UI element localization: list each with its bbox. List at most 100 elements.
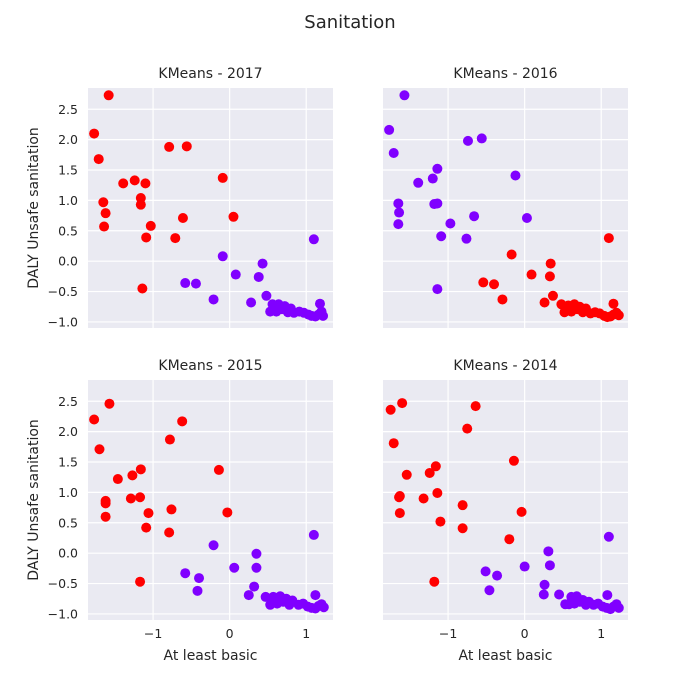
data-point [432, 198, 443, 209]
data-point [100, 208, 111, 219]
panel-background [383, 88, 628, 328]
x-tick-label: −1 [144, 626, 162, 641]
panel-title: KMeans - 2014 [453, 358, 557, 374]
data-point [127, 470, 138, 481]
data-point [427, 173, 438, 184]
data-point [89, 128, 100, 139]
data-point [166, 504, 177, 515]
data-point [424, 467, 435, 478]
data-point [385, 404, 396, 415]
data-point [526, 269, 537, 280]
data-point [462, 135, 473, 146]
data-point [180, 568, 191, 579]
y-tick-label: 1.5 [58, 455, 78, 470]
data-point [100, 511, 111, 522]
data-point [602, 590, 613, 601]
data-point [308, 529, 319, 540]
y-tick-label: −0.5 [48, 576, 78, 591]
data-point [118, 178, 129, 189]
data-point [539, 297, 550, 308]
data-point [399, 90, 410, 101]
data-point [177, 416, 188, 427]
y-axis-label: DALY Unsafe sanitation [26, 419, 42, 581]
data-point [544, 560, 555, 571]
data-point [181, 141, 192, 152]
data-point [251, 562, 262, 573]
data-point [480, 566, 491, 577]
data-point [103, 90, 114, 101]
data-point [613, 602, 624, 613]
data-point [141, 232, 152, 243]
data-point [393, 198, 404, 209]
data-point [213, 464, 224, 475]
data-point [318, 602, 329, 613]
x-axis-label: At least basic [164, 648, 258, 664]
data-point [99, 221, 110, 232]
data-point [397, 398, 408, 409]
y-tick-label: 0.5 [58, 515, 78, 530]
data-point [222, 507, 233, 518]
data-point [393, 219, 404, 230]
y-tick-label: 1.0 [58, 485, 78, 500]
y-tick-label: 1.0 [58, 193, 78, 208]
data-point [469, 211, 480, 222]
data-point [170, 233, 181, 244]
y-tick-label: 2.0 [58, 132, 78, 147]
data-point [192, 585, 203, 596]
x-tick-label: 1 [597, 626, 605, 641]
data-point [394, 508, 405, 519]
data-point [384, 124, 395, 135]
data-point [544, 271, 555, 282]
panel-title: KMeans - 2016 [453, 66, 557, 82]
data-point [194, 573, 205, 584]
data-point [429, 576, 440, 587]
data-point [164, 527, 175, 538]
data-point [177, 213, 188, 224]
data-point [516, 506, 527, 517]
data-point [145, 220, 156, 231]
data-point [190, 278, 201, 289]
data-point [543, 546, 554, 557]
data-point [613, 310, 624, 321]
data-point [508, 455, 519, 466]
data-point [249, 581, 260, 592]
data-point [497, 294, 508, 305]
data-point [125, 493, 136, 504]
data-point [608, 298, 619, 309]
data-point [418, 493, 429, 504]
data-point [492, 570, 503, 581]
y-axis-label: DALY Unsafe sanitation [26, 127, 42, 289]
data-point [430, 461, 441, 472]
x-tick-label: 0 [226, 626, 234, 641]
data-point [547, 290, 558, 301]
x-tick-label: 0 [521, 626, 529, 641]
data-point [135, 199, 146, 210]
data-point [457, 500, 468, 511]
y-tick-label: 0.0 [58, 254, 78, 269]
data-point [436, 231, 447, 242]
data-point [140, 178, 151, 189]
data-point [164, 141, 175, 152]
data-point [394, 492, 405, 503]
data-point [318, 310, 329, 321]
data-point [243, 590, 254, 601]
data-point [253, 271, 264, 282]
data-point [257, 258, 268, 269]
panel-title: KMeans - 2017 [158, 66, 262, 82]
data-point [260, 591, 271, 602]
y-tick-label: −0.5 [48, 284, 78, 299]
data-point [310, 590, 321, 601]
x-axis-label: At least basic [459, 648, 553, 664]
data-point [208, 294, 219, 305]
data-point [445, 218, 456, 229]
data-point [432, 488, 443, 499]
data-point [93, 154, 104, 165]
data-point [510, 170, 521, 181]
data-point [89, 414, 100, 425]
x-tick-label: −1 [439, 626, 457, 641]
data-point [129, 175, 140, 186]
data-point [261, 290, 272, 301]
data-point [217, 251, 228, 262]
data-point [100, 498, 111, 509]
